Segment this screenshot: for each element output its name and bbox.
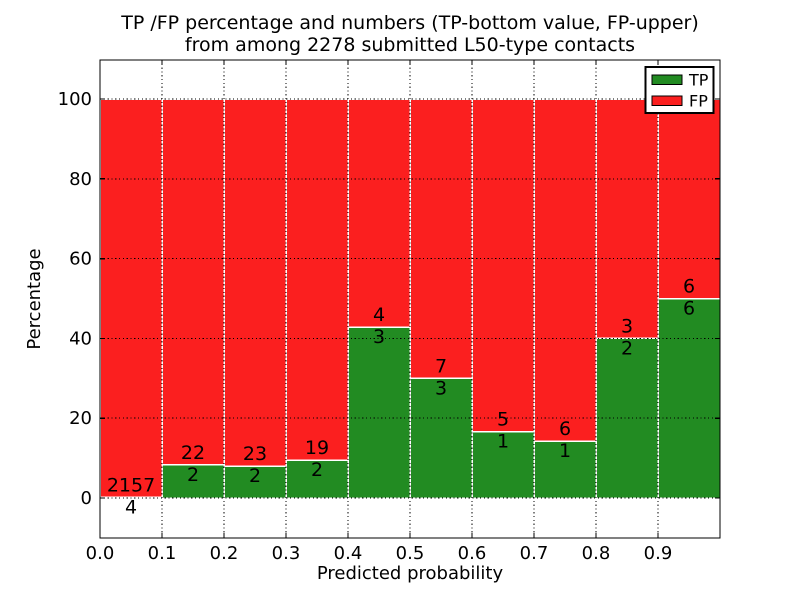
y-tick-label: 0 (81, 488, 92, 509)
fp-count-label: 6 (683, 276, 695, 298)
tp-count-label: 2 (621, 337, 633, 359)
tp-bar-segment (223, 465, 287, 499)
y-axis-label: Percentage (24, 248, 45, 349)
legend-swatch-tp (651, 74, 683, 85)
fp-count-label: 23 (243, 443, 267, 465)
fp-count-label: 7 (435, 355, 447, 377)
tp-count-label: 3 (373, 326, 385, 348)
tp-count-label: 2 (249, 465, 261, 487)
tp-bar-segment (595, 337, 659, 499)
fp-bar-segment (595, 98, 659, 340)
fp-bar-segment (161, 98, 225, 466)
x-tick-label: 0.3 (272, 543, 301, 564)
tp-count-label: 2 (311, 459, 323, 481)
x-tick-labels-group: 0.0 0.1 0.2 0.3 0.4 0.5 0.6 0.7 0.8 0.9 (86, 543, 673, 564)
fp-count-label: 19 (305, 437, 329, 459)
x-tick-label: 0.5 (396, 543, 425, 564)
legend: TP FP (644, 66, 715, 114)
tp-bar-segment (347, 326, 411, 499)
tp-count-label: 1 (497, 431, 509, 453)
tp-count-label: 2 (187, 464, 199, 486)
tp-bar-segment (161, 464, 225, 499)
chart-title-line1: TP /FP percentage and numbers (TP-bottom… (120, 12, 699, 34)
x-tick-label: 0.1 (148, 543, 177, 564)
fp-count-label: 22 (181, 442, 205, 464)
chart-title-line2: from among 2278 submitted L50-type conta… (185, 34, 635, 56)
legend-swatch-fp (651, 95, 683, 106)
fp-count-label: 5 (497, 409, 509, 431)
x-axis-label: Predicted probability (317, 563, 504, 584)
y-tick-label: 100 (58, 89, 92, 110)
legend-label-tp: TP (688, 71, 709, 90)
y-tick-label: 20 (69, 408, 92, 429)
fp-bar-segment (409, 98, 473, 380)
y-tick-label: 60 (69, 249, 92, 270)
fp-bar-segment (471, 98, 535, 433)
tp-count-label: 3 (435, 377, 447, 399)
fp-bar-segment (347, 98, 411, 328)
fp-bar-segment (223, 98, 287, 467)
fp-bar-segment (533, 98, 597, 442)
x-tick-label: 0.2 (210, 543, 239, 564)
tp-count-label: 1 (559, 440, 571, 462)
tp-count-label: 4 (125, 496, 137, 518)
fp-count-label: 2157 (107, 474, 155, 496)
y-tick-labels-group: 0 20 40 60 80 100 (58, 89, 92, 509)
y-tick-label: 80 (69, 169, 92, 190)
x-tick-label: 0.4 (334, 543, 363, 564)
x-tick-label: 0.0 (86, 543, 115, 564)
gridlines-group (100, 60, 720, 538)
tp-count-label: 6 (683, 298, 695, 320)
fp-count-label: 3 (621, 315, 633, 337)
legend-label-fp: FP (689, 92, 708, 111)
fp-count-label: 6 (559, 418, 571, 440)
fp-bar-segment (285, 98, 349, 461)
x-tick-label: 0.6 (458, 543, 487, 564)
axes-frame (99, 59, 721, 539)
x-tick-label: 0.9 (644, 543, 673, 564)
y-tick-label: 40 (69, 328, 92, 349)
x-tick-label: 0.8 (582, 543, 611, 564)
tick-marks-group (99, 60, 720, 538)
fp-bar-segment (99, 98, 163, 499)
fp-bar-segment (657, 98, 721, 300)
fp-count-label: 4 (373, 304, 385, 326)
tp-bar-segment (409, 377, 473, 499)
tp-bar-segment (657, 297, 721, 499)
x-tick-label: 0.7 (520, 543, 549, 564)
